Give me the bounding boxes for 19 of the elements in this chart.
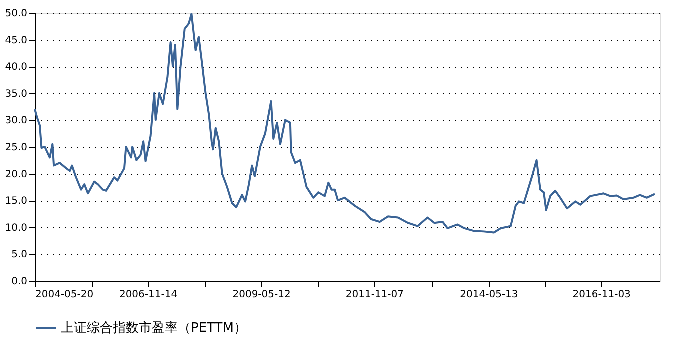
line-series (34, 13, 656, 234)
x-tick-label: 2004-05-20 (36, 290, 94, 300)
y-tick-label: 20.0 (5, 169, 28, 180)
x-tick-label: 2006-11-14 (119, 290, 178, 300)
y-tick-label: 30.0 (5, 116, 28, 127)
y-tick-label: 40.0 (5, 62, 28, 74)
y-tick-label: 5.0 (12, 250, 28, 261)
y-tick-label: 15.0 (5, 196, 28, 208)
y-tick-label: 25.0 (5, 142, 28, 154)
x-tick-label: 2014-05-13 (460, 290, 518, 300)
legend-label: 上证综合指数市盈率（PETTM） (61, 320, 247, 336)
y-tick-label: 45.0 (5, 35, 28, 46)
y-tick-label: 35.0 (5, 88, 28, 100)
x-tick-label: 2016-11-03 (572, 290, 631, 300)
y-tick-label: 0.0 (12, 276, 28, 288)
y-tick-label: 50.0 (5, 8, 28, 20)
y-tick-label: 10.0 (5, 222, 28, 234)
x-tick-label: 2009-05-12 (232, 290, 291, 300)
x-tick-label: 2011-11-07 (346, 290, 404, 300)
